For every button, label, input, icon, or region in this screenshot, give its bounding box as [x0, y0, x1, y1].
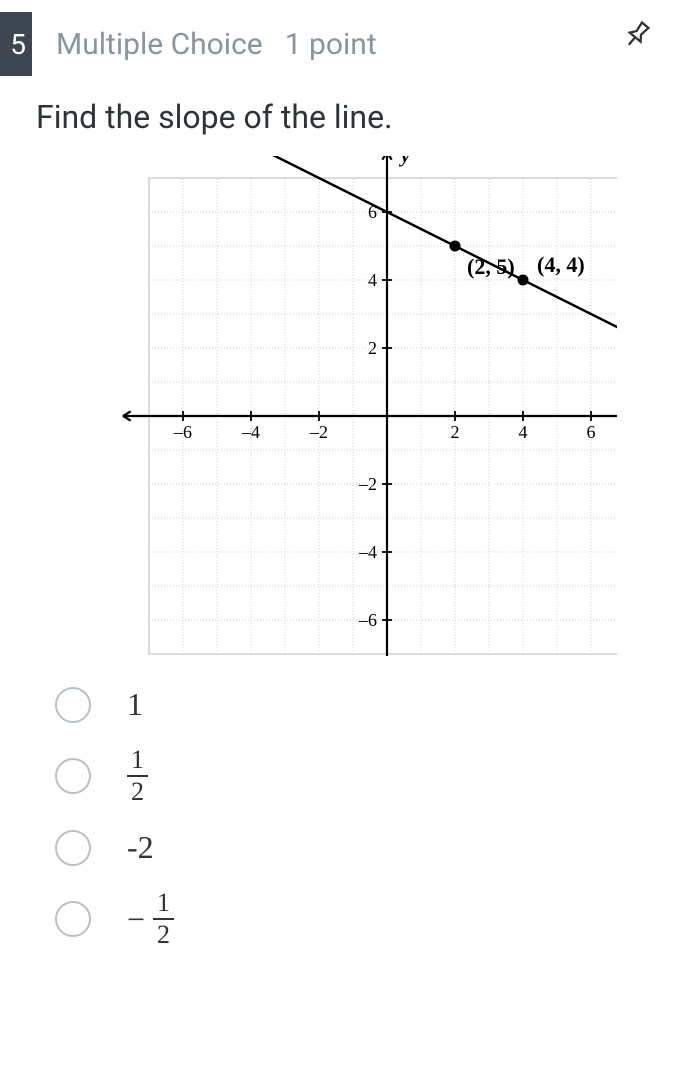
svg-text:–6: –6	[358, 610, 377, 630]
choice-c[interactable]: -2	[55, 829, 654, 866]
svg-text:–2: –2	[358, 474, 377, 494]
svg-text:6: 6	[587, 422, 596, 442]
chart-container: yx–6–4–2246–6–4–2246(2, 5)(4, 4)	[0, 156, 674, 666]
svg-text:y: y	[399, 156, 410, 167]
question-points-label: 1 point	[285, 27, 377, 62]
choice-label-a: 1	[127, 686, 143, 723]
svg-text:4: 4	[368, 270, 377, 290]
radio-a[interactable]	[55, 687, 91, 723]
choice-label-b: 12	[127, 747, 148, 805]
question-prompt: Find the slope of the line.	[0, 88, 674, 156]
svg-text:–2: –2	[309, 422, 328, 442]
choice-b[interactable]: 12	[55, 747, 654, 805]
svg-text:(2, 5): (2, 5)	[467, 254, 515, 279]
pin-icon[interactable]	[620, 18, 654, 56]
svg-text:(4, 4): (4, 4)	[537, 252, 585, 277]
choice-label-d: −12	[127, 890, 174, 948]
choice-a[interactable]: 1	[55, 686, 654, 723]
slope-chart: yx–6–4–2246–6–4–2246(2, 5)(4, 4)	[57, 156, 617, 656]
choice-label-c: -2	[127, 829, 154, 866]
question-number-badge: 5	[0, 12, 32, 76]
question-number: 5	[10, 28, 26, 61]
svg-text:–4: –4	[358, 542, 377, 562]
question-type-label: Multiple Choice	[56, 27, 263, 62]
radio-d[interactable]	[55, 901, 91, 937]
svg-text:4: 4	[519, 422, 528, 442]
answer-choices: 1 12 -2 −12	[0, 666, 674, 992]
radio-c[interactable]	[55, 830, 91, 866]
choice-d[interactable]: −12	[55, 890, 654, 948]
svg-text:2: 2	[451, 422, 460, 442]
svg-text:2: 2	[368, 338, 377, 358]
svg-text:–4: –4	[241, 422, 260, 442]
radio-b[interactable]	[55, 758, 91, 794]
question-header: 5 Multiple Choice 1 point	[0, 0, 674, 88]
svg-text:–6: –6	[173, 422, 192, 442]
